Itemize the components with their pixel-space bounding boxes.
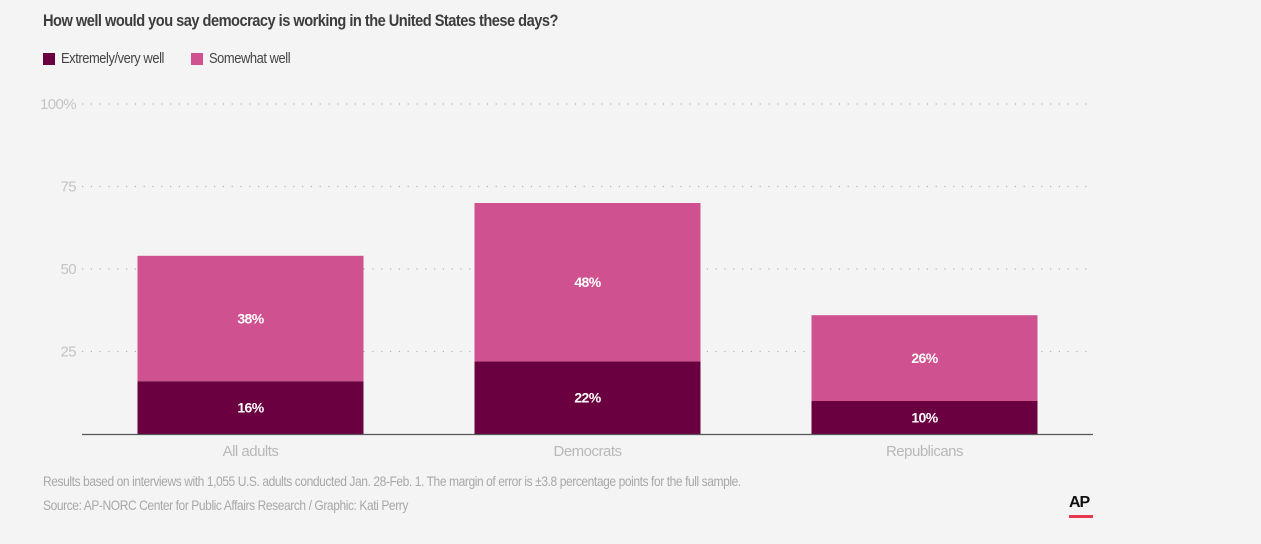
x-category-label: All adults [223, 443, 279, 460]
bar-segment-extremely-very-well [137, 381, 364, 434]
data-label: 48% [574, 274, 601, 290]
bar-segment-somewhat-well [811, 315, 1038, 401]
ap-logo-underline [1069, 515, 1093, 518]
source-note: Source: AP-NORC Center for Public Affair… [43, 497, 408, 513]
data-label: 38% [237, 311, 264, 327]
chart-plot: 25 50 75 100% 16% 38% All adults 22% 48% Democrat… [40, 96, 1093, 460]
legend-item-extremely-very-well: Extremely/very well [43, 50, 181, 67]
y-tick-label: 75 [61, 179, 77, 196]
legend-label: Somewhat well [208, 50, 291, 67]
ap-logo: AP [1069, 494, 1093, 519]
data-label: 16% [237, 400, 264, 416]
x-category-label: Democrats [553, 443, 621, 460]
data-label: 10% [911, 410, 938, 426]
data-label: 22% [574, 390, 601, 406]
y-tick-label: 100% [40, 96, 76, 113]
bar-segment-extremely-very-well [811, 401, 1038, 434]
chart-title: How well would you say democracy is work… [43, 11, 558, 30]
bar-segment-extremely-very-well [474, 361, 701, 434]
legend-label: Extremely/very well [61, 50, 164, 67]
legend-swatch-extremely-very-well [43, 52, 55, 65]
y-tick-label: 25 [61, 344, 77, 361]
methodology-note: Results based on interviews with 1,055 U… [43, 473, 741, 489]
legend-swatch-somewhat-well [190, 52, 203, 65]
bar-segment-somewhat-well [137, 255, 364, 382]
bar-segment-somewhat-well [474, 203, 701, 362]
x-category-label: Republicans [886, 443, 963, 460]
y-tick-label: 50 [61, 261, 77, 278]
ap-logo-text: AP [1069, 494, 1090, 511]
legend-item-somewhat-well: Somewhat well [190, 50, 303, 67]
data-label: 26% [911, 350, 938, 366]
legend: Extremely/very well Somewhat well [43, 50, 313, 67]
